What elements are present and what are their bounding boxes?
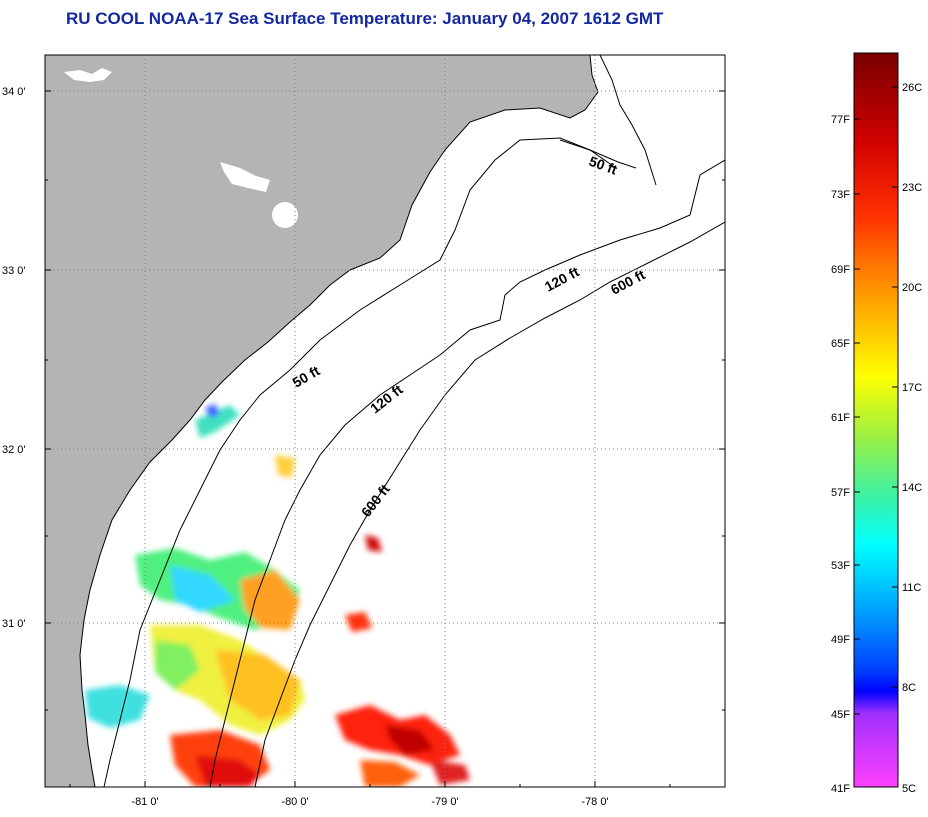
axis-ticks bbox=[45, 90, 725, 787]
coastline-islands bbox=[559, 55, 657, 186]
contour-50ft bbox=[103, 137, 617, 787]
land-cloud-patch bbox=[64, 68, 112, 82]
map-gridlines bbox=[45, 55, 725, 787]
map-title: RU COOL NOAA-17 Sea Surface Temperature:… bbox=[66, 9, 664, 28]
lon-label-81: -81 0' bbox=[131, 796, 158, 808]
lat-label-33: 33 0' bbox=[2, 265, 26, 277]
lon-label-79: -79 0' bbox=[431, 796, 458, 808]
land-mass bbox=[45, 55, 598, 787]
contour-120ft bbox=[209, 159, 725, 787]
sst-data-layer bbox=[85, 404, 470, 787]
lon-label-80: -80 0' bbox=[281, 796, 308, 808]
land-cloud-patch bbox=[272, 202, 298, 228]
coastline bbox=[79, 55, 599, 787]
lon-label-78: -78 0' bbox=[581, 796, 608, 808]
lat-label-31: 31 0' bbox=[2, 618, 26, 630]
lat-label-34: 34 0' bbox=[2, 86, 26, 98]
land-cloud-patch bbox=[220, 162, 270, 192]
map-border bbox=[44, 54, 726, 788]
lat-label-32: 32 0' bbox=[2, 444, 26, 456]
